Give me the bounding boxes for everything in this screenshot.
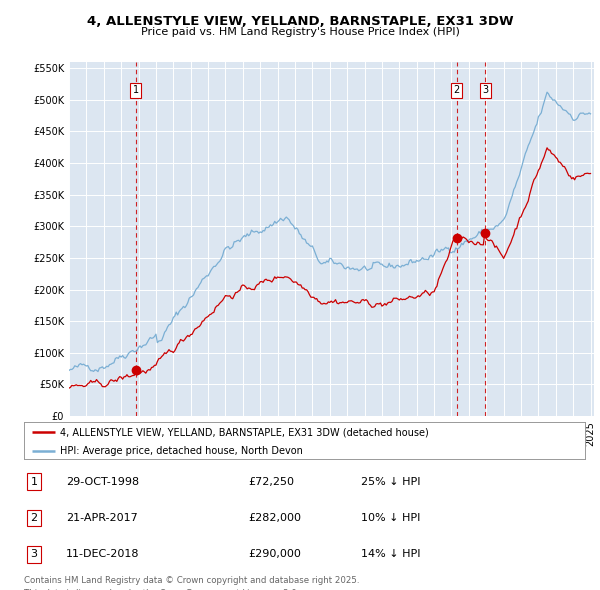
Text: 14% ↓ HPI: 14% ↓ HPI <box>361 549 420 559</box>
Text: 29-OCT-1998: 29-OCT-1998 <box>66 477 139 487</box>
Text: 1: 1 <box>31 477 38 487</box>
Text: Contains HM Land Registry data © Crown copyright and database right 2025.: Contains HM Land Registry data © Crown c… <box>24 576 359 585</box>
Text: £282,000: £282,000 <box>248 513 301 523</box>
Text: 2: 2 <box>454 86 460 95</box>
Text: 4, ALLENSTYLE VIEW, YELLAND, BARNSTAPLE, EX31 3DW: 4, ALLENSTYLE VIEW, YELLAND, BARNSTAPLE,… <box>86 15 514 28</box>
Text: 25% ↓ HPI: 25% ↓ HPI <box>361 477 420 487</box>
Text: 3: 3 <box>482 86 488 95</box>
Text: Price paid vs. HM Land Registry's House Price Index (HPI): Price paid vs. HM Land Registry's House … <box>140 27 460 37</box>
Text: £290,000: £290,000 <box>248 549 301 559</box>
Text: £72,250: £72,250 <box>248 477 295 487</box>
Text: 4, ALLENSTYLE VIEW, YELLAND, BARNSTAPLE, EX31 3DW (detached house): 4, ALLENSTYLE VIEW, YELLAND, BARNSTAPLE,… <box>61 427 429 437</box>
Text: 3: 3 <box>31 549 38 559</box>
Text: 1: 1 <box>133 86 139 95</box>
Text: 2: 2 <box>31 513 38 523</box>
Text: 10% ↓ HPI: 10% ↓ HPI <box>361 513 420 523</box>
Text: 11-DEC-2018: 11-DEC-2018 <box>66 549 140 559</box>
Text: This data is licensed under the Open Government Licence v3.0.: This data is licensed under the Open Gov… <box>24 589 299 590</box>
Text: 21-APR-2017: 21-APR-2017 <box>66 513 138 523</box>
Text: HPI: Average price, detached house, North Devon: HPI: Average price, detached house, Nort… <box>61 446 304 456</box>
